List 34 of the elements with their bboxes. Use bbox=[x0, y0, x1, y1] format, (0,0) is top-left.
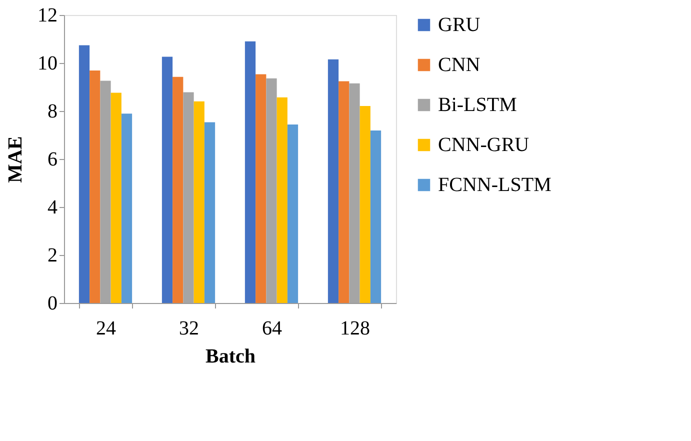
y-tick-label: 0 bbox=[48, 292, 58, 314]
bar bbox=[110, 92, 122, 303]
bar bbox=[90, 70, 100, 303]
bar bbox=[370, 130, 382, 303]
x-tick-label: 64 bbox=[262, 318, 282, 340]
legend-label: GRU bbox=[438, 14, 481, 36]
y-tick-label: 4 bbox=[48, 196, 58, 218]
y-tick-label: 10 bbox=[38, 52, 58, 74]
legend-label: FCNN-LSTM bbox=[438, 174, 552, 196]
bar bbox=[328, 59, 339, 303]
bar bbox=[194, 101, 204, 303]
legend-label: Bi-LSTM bbox=[438, 94, 518, 116]
bar bbox=[121, 114, 132, 303]
bar bbox=[360, 106, 370, 303]
x-tick-label: 24 bbox=[96, 318, 116, 340]
bar bbox=[204, 122, 216, 303]
bar bbox=[338, 81, 350, 303]
y-axis-title: MAE bbox=[4, 136, 26, 183]
y-tick-label: 8 bbox=[48, 100, 58, 122]
x-tick-label: 128 bbox=[340, 318, 370, 340]
bar bbox=[78, 45, 90, 303]
bar bbox=[276, 97, 288, 303]
bar bbox=[256, 74, 266, 303]
y-tick-label: 2 bbox=[48, 244, 58, 266]
legend-label: CNN-GRU bbox=[438, 134, 530, 156]
legend-label: CNN bbox=[438, 54, 480, 76]
bar bbox=[162, 56, 173, 303]
x-tick-label: 32 bbox=[179, 318, 199, 340]
bar bbox=[287, 124, 298, 303]
x-axis-title: Batch bbox=[206, 346, 256, 368]
y-tick-label: 12 bbox=[38, 4, 58, 26]
bar bbox=[172, 76, 184, 303]
y-tick-label: 6 bbox=[48, 148, 58, 170]
bar bbox=[244, 41, 256, 303]
